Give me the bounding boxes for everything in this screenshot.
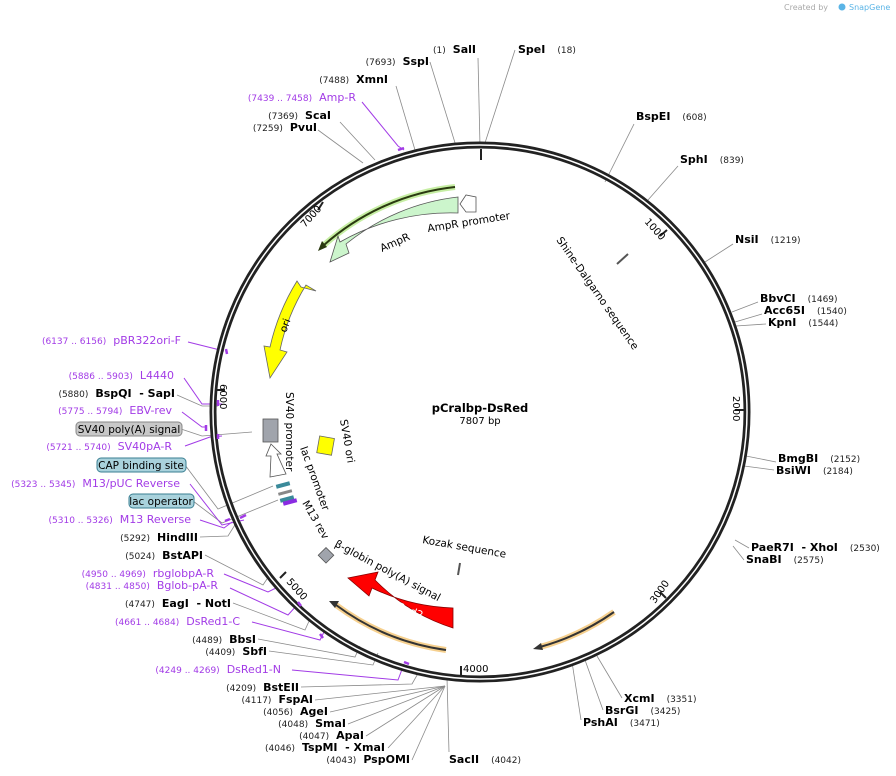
shine-dalgarno-label: Shine-Dalgarno sequence — [554, 235, 641, 352]
enzyme-SspI[interactable]: (7693) SspI — [366, 55, 429, 68]
enzyme-EagI-NotI[interactable]: (4747) EagI - NotI — [125, 597, 231, 610]
enzyme-HindIII[interactable]: (5292) HindIII — [120, 531, 198, 544]
plasmid-size: 7807 bp — [459, 416, 500, 427]
enzyme-BstEII[interactable]: (4209) BstEII — [226, 681, 299, 694]
enzyme-Acc65I[interactable]: Acc65I (1540) — [764, 304, 847, 317]
lac-operator-box[interactable] — [128, 493, 195, 509]
enzyme-SalI[interactable]: (1) SalI — [433, 43, 476, 56]
sv40-ori-label: SV40 ori — [337, 418, 356, 464]
enzyme-SphI[interactable]: SphI (839) — [680, 153, 744, 166]
enzyme-BbvCI[interactable]: BbvCI (1469) — [760, 292, 838, 305]
enzyme-NsiI[interactable]: NsiI (1219) — [735, 233, 801, 246]
primer-SV40pA-R[interactable]: (5721 .. 5740) SV40pA-R — [46, 440, 172, 453]
primer-M13-Reverse[interactable]: (5310 .. 5326) M13 Reverse — [49, 513, 192, 526]
primer-pBR322ori-F[interactable]: (6137 .. 6156) pBR322ori-F — [42, 334, 181, 347]
enzyme-ApaI[interactable]: (4047) ApaI — [299, 729, 364, 742]
tick-label-6000: 6000 — [217, 384, 228, 409]
orf-arrow-top — [323, 186, 456, 246]
enzyme-TspMI-XmaI[interactable]: (4046) TspMI - XmaI — [265, 741, 385, 754]
enzyme-SpeI[interactable]: SpeI (18) — [518, 43, 576, 56]
ampr-label: AmpR — [378, 231, 412, 255]
tick-marks — [216, 149, 744, 675]
primer-Amp-R[interactable]: (7439 .. 7458) Amp-R — [248, 91, 356, 104]
enzyme-BsrGI[interactable]: BsrGI (3425) — [605, 704, 680, 717]
enzyme-SnaBI[interactable]: SnaBI (2575) — [746, 553, 824, 566]
primer-Bglob-pA-R[interactable]: (4831 .. 4850) Bglob-pA-R — [86, 579, 219, 592]
tick-label-2000: 2000 — [730, 396, 741, 421]
sv40-polya-signal-label: SV40 poly(A) signal — [78, 424, 181, 436]
ampr-promoter-arrow[interactable] — [459, 194, 477, 213]
sv40-promoter-box[interactable] — [262, 418, 279, 443]
plasmid-name: pCralbp-DsRed — [432, 401, 529, 415]
sv40-polya-signal-box[interactable] — [75, 421, 183, 437]
sv40-promoter-arrow[interactable] — [265, 443, 287, 478]
kozak-mark — [457, 562, 461, 576]
primer-M13-pUC-Reverse[interactable]: (5323 .. 5345) M13/pUC Reverse — [11, 477, 180, 490]
enzyme-PaeR7I-XhoI[interactable]: PaeR7I - XhoI (2530) — [751, 541, 880, 554]
enzyme-BstAPI[interactable]: (5024) BstAPI — [125, 549, 203, 562]
enzyme-SbfI[interactable]: (4409) SbfI — [205, 645, 267, 658]
ori-label: ori — [278, 317, 294, 334]
attribution-text: Created by — [784, 3, 828, 12]
enzyme-BbsI[interactable]: (4489) BbsI — [192, 633, 256, 646]
attribution-brand: SnapGene — [849, 3, 890, 12]
enzyme-BspEI[interactable]: BspEI (608) — [636, 110, 707, 123]
primer-L4440[interactable]: (5886 .. 5903) L4440 — [69, 369, 174, 382]
enzyme-SmaI[interactable]: (4048) SmaI — [278, 717, 346, 730]
ampr-arrow[interactable] — [329, 196, 459, 263]
dsred2-label: DsRed2 — [383, 596, 425, 622]
lac-operator-label: lac operator — [129, 496, 193, 508]
tick-label-4000: 4000 — [463, 664, 488, 675]
primer-marks — [204, 146, 410, 666]
beta-globin-polya-box[interactable] — [317, 546, 335, 564]
orf-arrow-bottom-left — [335, 604, 447, 651]
ori-arrow[interactable] — [263, 280, 317, 380]
primer-EBV-rev[interactable]: (5775 .. 5794) EBV-rev — [58, 404, 172, 417]
sv40-ori-box[interactable] — [316, 435, 335, 456]
enzyme-FspAI[interactable]: (4117) FspAI — [242, 693, 313, 706]
kozak-label: Kozak sequence — [421, 534, 507, 561]
enzyme-XmnI[interactable]: (7488) XmnI — [319, 73, 388, 86]
ampr-promoter-label: AmpR promoter — [427, 210, 512, 235]
enzyme-BmgBI[interactable]: BmgBI (2152) — [778, 452, 860, 465]
lac-promoter-features[interactable] — [275, 481, 298, 506]
dsred2-arrow[interactable] — [347, 571, 454, 629]
enzyme-SacII[interactable]: SacII (4042) — [449, 753, 521, 766]
primer-rbglobpA-R[interactable]: (4950 .. 4969) rbglobpA-R — [82, 567, 215, 580]
cap-binding-site-label: CAP binding site — [98, 460, 184, 472]
sv40-promoter-label: SV40 promoter — [283, 392, 295, 472]
primer-DsRed1-N[interactable]: (4249 .. 4269) DsRed1-N — [155, 663, 281, 676]
enzyme-PvuI[interactable]: (7259) PvuI — [253, 121, 317, 134]
enzyme-XcmI[interactable]: XcmI (3351) — [624, 692, 697, 705]
enzyme-KpnI[interactable]: KpnI (1544) — [768, 316, 838, 329]
snapgene-logo-icon — [838, 3, 846, 11]
primer-DsRed1-C[interactable]: (4661 .. 4684) DsRed1-C — [115, 615, 240, 628]
cap-binding-site-box[interactable] — [96, 457, 187, 473]
enzyme-PshAI[interactable]: PshAI (3471) — [583, 716, 660, 729]
enzyme-PspOMI[interactable]: (4043) PspOMI — [326, 753, 410, 766]
enzyme-BsiWI[interactable]: BsiWI (2184) — [776, 464, 853, 477]
enzyme-ScaI[interactable]: (7369) ScaI — [268, 109, 331, 122]
orf-arrow-bottom-right — [539, 611, 615, 648]
shine-dalgarno-mark — [616, 253, 629, 265]
enzyme-AgeI[interactable]: (4056) AgeI — [263, 705, 328, 718]
enzyme-BspQI-SapI[interactable]: (5880) BspQI - SapI — [58, 387, 175, 400]
